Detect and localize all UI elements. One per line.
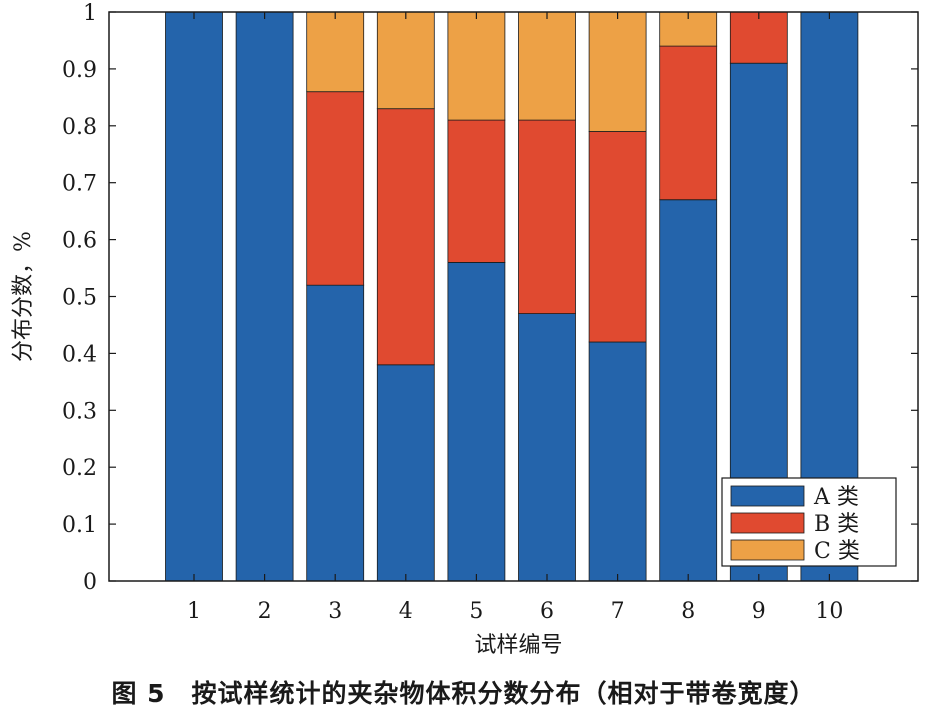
y-tick-label: 1 — [83, 1, 97, 26]
x-tick-label: 6 — [540, 599, 554, 624]
x-tick-label: 1 — [187, 599, 201, 624]
bar-5-series-3 — [447, 11, 506, 121]
axis-ticks: 0 0.1 0.2 0.3 0.4 0.5 0.6 0.7 0.8 0.9 1 1 2 3 4 5 6 7 8 9 10 — [62, 1, 918, 624]
bar-3-series-2 — [306, 91, 365, 286]
bar-1-series-1 — [165, 11, 223, 582]
x-tick-label: 9 — [752, 599, 766, 624]
y-tick-label: 0.8 — [62, 115, 97, 140]
bar-7-series-3 — [588, 11, 647, 132]
y-tick-label: 0.6 — [62, 229, 97, 254]
x-tick-label: 8 — [681, 599, 695, 624]
bar-5-series-1 — [447, 261, 506, 582]
y-tick-label: 0.4 — [62, 342, 97, 367]
bar-8-series-1 — [659, 199, 718, 582]
x-tick-label: 5 — [469, 599, 483, 624]
y-tick-label: 0.7 — [62, 172, 97, 197]
legend-swatch — [730, 512, 805, 534]
y-tick-label: 0.3 — [62, 399, 97, 424]
x-tick-label: 2 — [258, 599, 272, 624]
y-tick-label: 0 — [83, 570, 97, 595]
legend-swatch — [730, 485, 805, 507]
bar-2-series-1 — [235, 11, 294, 582]
x-tick-label: 7 — [611, 599, 625, 624]
bar-4-series-1 — [376, 364, 435, 582]
y-tick-label: 0.1 — [62, 513, 97, 538]
legend: A 类B 类C 类 — [721, 477, 897, 567]
bar-6-series-2 — [518, 119, 576, 314]
bar-8-series-2 — [659, 45, 718, 201]
bar-6-series-3 — [518, 11, 576, 121]
x-tick-label: 10 — [815, 599, 843, 624]
y-axis-label: 分布分数，% — [11, 231, 36, 362]
x-tick-label: 4 — [399, 599, 413, 624]
bar-7-series-1 — [588, 341, 647, 582]
bar-6-series-1 — [518, 313, 576, 582]
bar-7-series-2 — [588, 131, 647, 343]
bar-4-series-3 — [376, 11, 435, 110]
y-tick-label: 0.9 — [62, 58, 97, 83]
legend-label: B 类 — [814, 512, 859, 537]
legend-swatch — [730, 539, 805, 561]
bar-9-series-2 — [729, 11, 788, 64]
y-tick-label: 0.2 — [62, 456, 97, 481]
bar-3-series-3 — [306, 11, 365, 93]
bar-3-series-1 — [306, 284, 365, 582]
bar-4-series-2 — [376, 108, 435, 366]
legend-label: C 类 — [814, 539, 860, 564]
x-tick-label: 3 — [328, 599, 342, 624]
legend-label: A 类 — [813, 485, 859, 510]
x-axis-label: 试样编号 — [474, 633, 562, 658]
bar-5-series-2 — [447, 119, 506, 263]
y-tick-label: 0.5 — [62, 286, 97, 311]
figure-caption: 图 5 按试样统计的夹杂物体积分数分布（相对于带卷宽度） — [111, 679, 816, 708]
